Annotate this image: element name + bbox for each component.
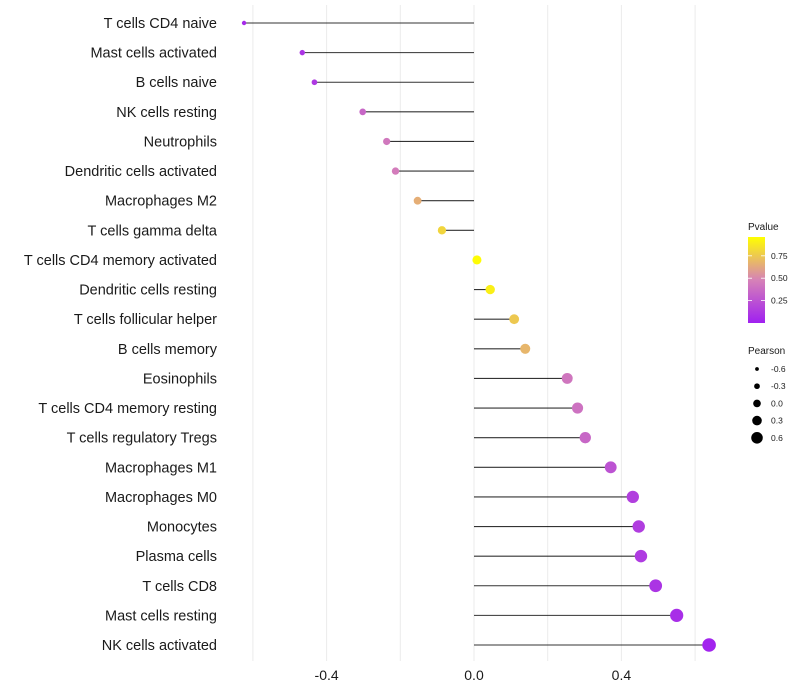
lollipop-point: [670, 608, 684, 622]
lollipop-point: [437, 226, 447, 235]
pearson-legend: Pearson -0.6 -0.3 0.0 0.3 0.6: [748, 346, 786, 444]
size-legend-dot: [752, 415, 762, 426]
lollipop-point: [571, 402, 584, 414]
x-axis-ticks: -0.4 0.0 0.4: [315, 667, 632, 683]
size-legend-label: 0.3: [771, 416, 783, 426]
pvalue-legend-title: Pvalue: [748, 222, 779, 233]
y-axis-labels: T cells CD4 naive Mast cells activated B c…: [24, 16, 218, 654]
size-legend-label: -0.6: [771, 364, 786, 374]
y-tick-label: Eosinophils: [143, 371, 217, 387]
lollipop-point: [649, 579, 663, 593]
lollipop-point: [626, 490, 639, 504]
x-tick-label: 0.4: [612, 667, 632, 683]
x-tick-label: -0.4: [315, 667, 339, 683]
grid-layer: [252, 5, 696, 661]
lollipop-point: [579, 432, 591, 444]
lollipop-point: [561, 372, 573, 384]
y-tick-label: Plasma cells: [136, 549, 217, 565]
y-tick-label: Dendritic cells activated: [65, 164, 217, 180]
size-legend-label: 0.0: [771, 398, 783, 408]
pvalue-colorbar: [748, 237, 765, 323]
y-tick-label: T cells CD4 memory resting: [38, 401, 217, 417]
y-tick-label: T cells gamma delta: [88, 223, 218, 239]
size-legend-dot: [753, 399, 761, 408]
y-tick-label: Macrophages M2: [105, 194, 217, 210]
lollipop-point: [702, 638, 716, 652]
lollipop-point: [604, 461, 617, 474]
lollipop-point: [413, 196, 422, 205]
point-layer: [241, 20, 716, 652]
y-tick-label: T cells CD4 memory activated: [24, 253, 217, 269]
y-tick-label: T cells CD4 naive: [104, 16, 217, 32]
lollipop-point: [299, 49, 305, 56]
lollipop-point: [634, 549, 648, 563]
lollipop-point: [311, 79, 318, 86]
colorbar-label: 0.75: [771, 251, 788, 261]
y-tick-label: B cells naive: [136, 75, 217, 91]
lollipop-point: [472, 255, 482, 265]
y-tick-label: NK cells resting: [116, 105, 217, 121]
y-tick-label: T cells CD8: [142, 579, 217, 595]
pvalue-legend: Pvalue 0.25 0.50 0.75: [748, 222, 788, 323]
lollipop-point: [485, 284, 495, 295]
size-legend-dot: [754, 383, 760, 390]
lollipop-point: [632, 520, 645, 533]
x-tick-label: 0.0: [464, 667, 484, 683]
lollipop-point: [383, 137, 391, 146]
y-tick-label: Mast cells activated: [90, 46, 217, 62]
lollipop-point: [391, 167, 400, 175]
y-tick-label: T cells follicular helper: [74, 312, 217, 328]
lollipop-point: [520, 343, 531, 354]
colorbar-label: 0.50: [771, 273, 788, 283]
colorbar-label: 0.25: [771, 296, 788, 306]
y-tick-label: Monocytes: [147, 520, 217, 536]
lollipop-point: [241, 20, 247, 26]
y-tick-label: Macrophages M1: [105, 460, 217, 476]
y-tick-label: T cells regulatory Tregs: [67, 431, 217, 447]
y-tick-label: Macrophages M0: [105, 490, 217, 506]
y-tick-label: NK cells activated: [102, 638, 217, 654]
lollipop-point: [359, 108, 367, 116]
y-tick-label: Mast cells resting: [105, 608, 217, 624]
size-legend-label: -0.3: [771, 381, 786, 391]
y-tick-label: Dendritic cells resting: [79, 283, 217, 299]
y-tick-label: Neutrophils: [144, 134, 217, 150]
lollipop-point: [509, 314, 520, 325]
stem-layer: [244, 22, 710, 646]
pearson-legend-title: Pearson: [748, 346, 785, 357]
y-tick-label: B cells memory: [118, 342, 218, 358]
size-legend-dot: [755, 367, 759, 371]
size-legend-dot: [751, 432, 763, 444]
size-legend-label: 0.6: [771, 433, 783, 443]
